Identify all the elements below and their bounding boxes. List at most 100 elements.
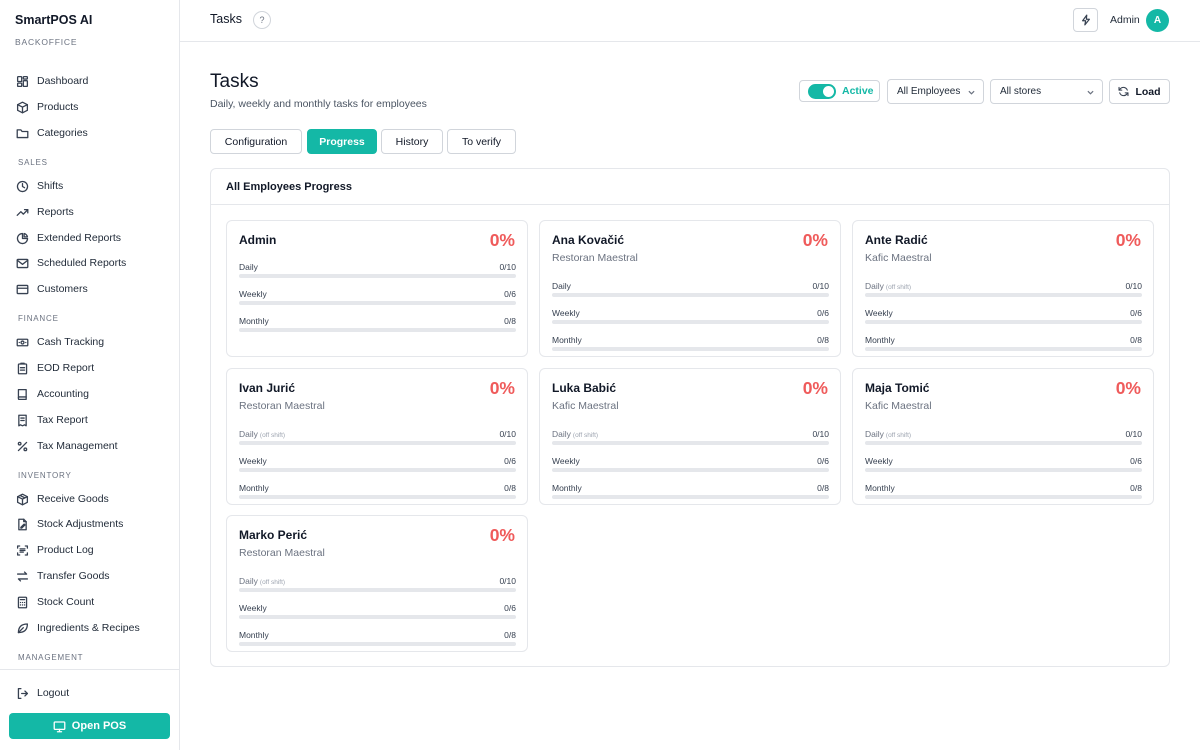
help-icon[interactable]: ? <box>253 11 271 29</box>
task-count: 0/6 <box>504 456 516 466</box>
off-shift-note: (off shift) <box>259 432 286 439</box>
tab-to-verify[interactable]: To verify <box>447 129 516 154</box>
trend-icon <box>16 208 29 216</box>
sidebar-item-reports[interactable]: Reports <box>16 202 74 222</box>
task-row-daily: Daily (off shift) 0/10 <box>239 429 516 445</box>
sidebar-item-cash-tracking[interactable]: Cash Tracking <box>16 332 104 352</box>
user-name[interactable]: Admin <box>1110 14 1140 26</box>
progress-bar <box>865 320 1142 324</box>
task-row-monthly: Monthly 0/8 <box>865 483 1142 499</box>
store-select[interactable]: All stores <box>990 79 1103 104</box>
sidebar-section-title: MANAGEMENT <box>18 653 84 662</box>
sidebar-item-shifts[interactable]: Shifts <box>16 176 63 196</box>
toggle-switch[interactable] <box>808 83 836 99</box>
progress-percent: 0% <box>489 230 515 250</box>
progress-percent: 0% <box>802 378 828 398</box>
sidebar-item-label: Dashboard <box>37 75 89 87</box>
progress-bar <box>239 328 516 332</box>
sidebar-item-accounting[interactable]: Accounting <box>16 384 89 404</box>
logout-link[interactable]: Logout <box>16 684 69 702</box>
task-row-monthly: Monthly 0/8 <box>552 483 829 499</box>
task-row-weekly: Weekly 0/6 <box>552 308 829 324</box>
sidebar-item-dashboard[interactable]: Dashboard <box>16 71 88 91</box>
progress-bar <box>239 615 516 619</box>
tab-configuration[interactable]: Configuration <box>210 129 302 154</box>
active-toggle[interactable]: Active <box>799 80 880 102</box>
open-pos-button[interactable]: Open POS <box>9 713 170 739</box>
logout-label: Logout <box>37 687 70 699</box>
task-period-label: Daily (off shift) <box>552 429 599 439</box>
sidebar-item-ingredients-recipes[interactable]: Ingredients & Recipes <box>16 618 140 638</box>
sidebar-item-label: Cash Tracking <box>37 336 105 348</box>
brand-name: SmartPOS AI <box>15 13 93 27</box>
sidebar-item-products[interactable]: Products <box>16 97 78 117</box>
sidebar-item-eod-report[interactable]: EOD Report <box>16 358 94 378</box>
employee-card[interactable]: Maja Tomić Kafic Maestral 0% Daily (off shif… <box>852 368 1154 505</box>
chevron-down-icon <box>968 88 975 95</box>
employee-card[interactable]: Admin 0% Daily 0/10 Weekly 0/6 Monthly 0/8 <box>226 220 528 357</box>
avatar[interactable]: A <box>1146 9 1169 32</box>
sidebar-item-stock-count[interactable]: Stock Count <box>16 592 94 612</box>
chevron-down-icon <box>1087 88 1094 95</box>
task-row-weekly: Weekly 0/6 <box>552 456 829 472</box>
employee-card[interactable]: Ana Kovačić Restoran Maestral 0% Daily 0/10 W… <box>539 220 841 357</box>
employee-name: Admin <box>239 233 277 247</box>
sidebar-item-label: Transfer Goods <box>37 570 110 582</box>
sidebar-item-scheduled-reports[interactable]: Scheduled Reports <box>16 253 126 273</box>
folder-icon <box>16 128 29 138</box>
card-icon <box>16 284 29 294</box>
task-row-daily: Daily (off shift) 0/10 <box>865 429 1142 445</box>
task-row-weekly: Weekly 0/6 <box>865 308 1142 324</box>
employee-card[interactable]: Marko Perić Restoran Maestral 0% Daily (off … <box>226 515 528 652</box>
sidebar-item-stock-adjustments[interactable]: Stock Adjustments <box>16 514 123 534</box>
employee-select[interactable]: All Employees <box>887 79 984 104</box>
task-row-daily: Daily (off shift) 0/10 <box>239 576 516 592</box>
task-period-label: Weekly <box>239 456 267 466</box>
sidebar-item-label: Stock Adjustments <box>37 518 124 530</box>
quick-action-button[interactable] <box>1073 8 1098 32</box>
topbar-title: Tasks <box>210 12 242 26</box>
employee-card[interactable]: Ante Radić Kafic Maestral 0% Daily (off shif… <box>852 220 1154 357</box>
task-count: 0/6 <box>504 603 516 613</box>
sidebar-item-transfer-goods[interactable]: Transfer Goods <box>16 566 110 586</box>
box-icon <box>16 101 29 113</box>
task-period-label: Monthly <box>239 316 269 326</box>
task-count: 0/10 <box>812 281 829 291</box>
task-period-label: Weekly <box>865 456 893 466</box>
sidebar-item-label: Stock Count <box>37 596 95 608</box>
task-count: 0/10 <box>499 262 516 272</box>
task-count: 0/6 <box>504 289 516 299</box>
task-period-label: Monthly <box>865 335 895 345</box>
task-count: 0/10 <box>499 429 516 439</box>
task-period-label: Daily (off shift) <box>239 576 286 586</box>
sidebar-item-product-log[interactable]: Product Log <box>16 540 94 560</box>
percent-icon <box>17 441 28 451</box>
employee-card[interactable]: Ivan Jurić Restoran Maestral 0% Daily (off s… <box>226 368 528 505</box>
transfer-icon <box>16 570 29 582</box>
sidebar-item-extended-reports[interactable]: Extended Reports <box>16 228 121 248</box>
task-row-daily: Daily 0/10 <box>239 262 516 278</box>
task-row-monthly: Monthly 0/8 <box>239 630 516 646</box>
panel-title: All Employees Progress <box>226 181 352 193</box>
tab-history[interactable]: History <box>381 129 443 154</box>
progress-bar <box>239 441 516 445</box>
clock-icon <box>16 180 29 192</box>
task-row-monthly: Monthly 0/8 <box>865 335 1142 351</box>
off-shift-note: (off shift) <box>572 432 599 439</box>
employee-card[interactable]: Luka Babić Kafic Maestral 0% Daily (off shif… <box>539 368 841 505</box>
sidebar-section-title: SALES <box>18 158 48 167</box>
task-row-weekly: Weekly 0/6 <box>239 456 516 472</box>
mail-icon <box>16 258 29 268</box>
task-period-label: Monthly <box>552 483 582 493</box>
sidebar-item-receive-goods[interactable]: Receive Goods <box>16 489 109 509</box>
employee-name: Ana Kovačić <box>552 233 625 247</box>
sidebar-item-categories[interactable]: Categories <box>16 123 88 143</box>
receipt-icon <box>18 414 27 426</box>
task-period-label: Weekly <box>239 289 267 299</box>
progress-percent: 0% <box>1115 230 1141 250</box>
sidebar-item-customers[interactable]: Customers <box>16 279 88 299</box>
load-button[interactable]: Load <box>1109 79 1170 104</box>
tab-progress[interactable]: Progress <box>307 129 377 154</box>
sidebar-item-tax-report[interactable]: Tax Report <box>16 410 88 430</box>
sidebar-item-tax-management[interactable]: Tax Management <box>16 436 118 456</box>
